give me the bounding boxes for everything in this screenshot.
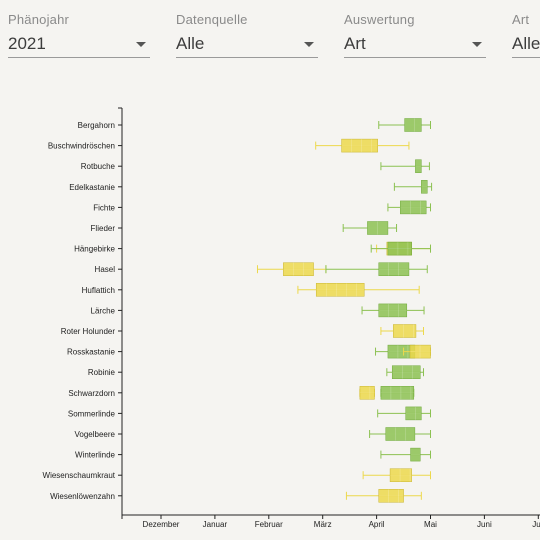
category-label: Huflattich bbox=[82, 286, 115, 295]
box-yellow bbox=[256, 262, 327, 276]
filter-bar: Phänojahr 2021 Datenquelle Alle Auswertu… bbox=[0, 0, 540, 70]
category-label: Rosskastanie bbox=[67, 348, 116, 357]
box-green bbox=[370, 241, 431, 256]
category-label: Buschwindröschen bbox=[48, 142, 115, 151]
dropdown-arrow-icon[interactable] bbox=[472, 42, 482, 47]
box-rect bbox=[380, 386, 415, 400]
box-rect bbox=[315, 283, 365, 297]
filter-label: Art bbox=[512, 12, 530, 27]
box-rect bbox=[378, 489, 404, 503]
filter-value: Alle bbox=[176, 34, 205, 53]
category-label: Wiesenlöwenzahn bbox=[50, 492, 115, 501]
x-tick-label: Juni bbox=[477, 520, 492, 529]
dropdown-arrow-icon[interactable] bbox=[304, 42, 314, 47]
category-label: Wiesenschaumkraut bbox=[43, 471, 116, 480]
box-rect bbox=[367, 221, 389, 235]
category-label: Fichte bbox=[93, 203, 115, 212]
box-green bbox=[369, 427, 431, 441]
box-rect bbox=[341, 138, 378, 153]
box-rect bbox=[378, 303, 408, 318]
category-label: Hasel bbox=[95, 265, 116, 274]
box-layer bbox=[256, 118, 433, 503]
box-green bbox=[380, 447, 431, 462]
box-green bbox=[325, 262, 428, 276]
box-rect bbox=[359, 386, 375, 400]
category-label: Bergahorn bbox=[78, 121, 115, 130]
box-green bbox=[361, 303, 425, 318]
category-label: Hängebirke bbox=[74, 245, 115, 254]
x-axis: Dezember Januar Februar März April Mai Juni Jul… bbox=[121, 514, 540, 529]
filter-underline bbox=[512, 57, 540, 58]
x-tick-label: Februar bbox=[255, 520, 283, 529]
box-rect bbox=[378, 262, 410, 276]
category-label: Flieder bbox=[91, 224, 116, 233]
category-label: Vogelbeere bbox=[75, 430, 116, 439]
category-label: Edelkastanie bbox=[69, 183, 115, 192]
filter-label: Auswertung bbox=[344, 12, 415, 27]
category-label: Winterlinde bbox=[75, 451, 116, 460]
box-green bbox=[380, 159, 430, 173]
filter-underline bbox=[8, 57, 150, 58]
x-tick-label: März bbox=[314, 520, 332, 529]
filter-art[interactable]: Art Alle bbox=[512, 12, 540, 60]
box-green bbox=[377, 406, 431, 421]
filter-value: Art bbox=[344, 34, 366, 53]
box-rect bbox=[389, 468, 412, 482]
box-yellow bbox=[345, 489, 422, 503]
category-label: Robinie bbox=[88, 368, 116, 377]
box-yellow bbox=[315, 138, 410, 153]
box-yellow bbox=[297, 283, 420, 297]
x-tick-label: Januar bbox=[203, 520, 228, 529]
box-yellow bbox=[359, 386, 375, 400]
filter-label: Datenquelle bbox=[176, 12, 248, 27]
box-green bbox=[380, 386, 415, 400]
box-rect bbox=[385, 427, 416, 441]
box-yellow bbox=[403, 344, 431, 359]
filter-phaenojahr[interactable]: Phänojahr 2021 bbox=[8, 12, 150, 60]
box-green bbox=[387, 200, 431, 215]
category-label: Sommerlinde bbox=[68, 409, 116, 418]
box-rect bbox=[404, 118, 422, 132]
x-tick-label: Dezember bbox=[143, 520, 180, 529]
filter-underline bbox=[344, 57, 486, 58]
box-yellow bbox=[362, 468, 431, 482]
box-rect bbox=[391, 365, 421, 379]
category-label: Rotbuche bbox=[81, 162, 116, 171]
box-rect bbox=[405, 406, 422, 421]
dropdown-arrow-icon[interactable] bbox=[136, 42, 146, 47]
box-rect bbox=[393, 324, 417, 338]
box-rect bbox=[409, 344, 431, 359]
category-label: Lärche bbox=[91, 306, 116, 315]
box-rect bbox=[421, 180, 428, 194]
filter-auswertung[interactable]: Auswertung Art bbox=[344, 12, 486, 60]
box-rect bbox=[410, 447, 421, 462]
y-axis: Bergahorn Buschwindröschen Rotbuche Edelkas… bbox=[43, 107, 123, 515]
box-rect bbox=[387, 241, 412, 256]
filter-underline bbox=[176, 57, 318, 58]
box-green bbox=[393, 180, 433, 194]
category-label: Schwarzdorn bbox=[68, 389, 115, 398]
phenology-boxplot-chart: Bergahorn Buschwindröschen Rotbuche Edelkas… bbox=[43, 107, 540, 529]
box-yellow bbox=[380, 324, 424, 338]
category-label: Roter Holunder bbox=[61, 327, 116, 336]
box-rect bbox=[283, 262, 314, 276]
filter-label: Phänojahr bbox=[8, 12, 70, 27]
filter-value: Alle bbox=[512, 34, 540, 53]
filter-datenquelle[interactable]: Datenquelle Alle bbox=[176, 12, 318, 60]
x-tick-label: Mai bbox=[424, 520, 437, 529]
x-tick-label: Juli bbox=[532, 520, 540, 529]
box-rect bbox=[400, 200, 427, 215]
box-green bbox=[386, 365, 424, 379]
box-green bbox=[342, 221, 398, 235]
filter-value: 2021 bbox=[8, 34, 46, 53]
x-tick-label: April bbox=[369, 520, 385, 529]
box-rect bbox=[415, 159, 422, 173]
box-green bbox=[378, 118, 431, 132]
